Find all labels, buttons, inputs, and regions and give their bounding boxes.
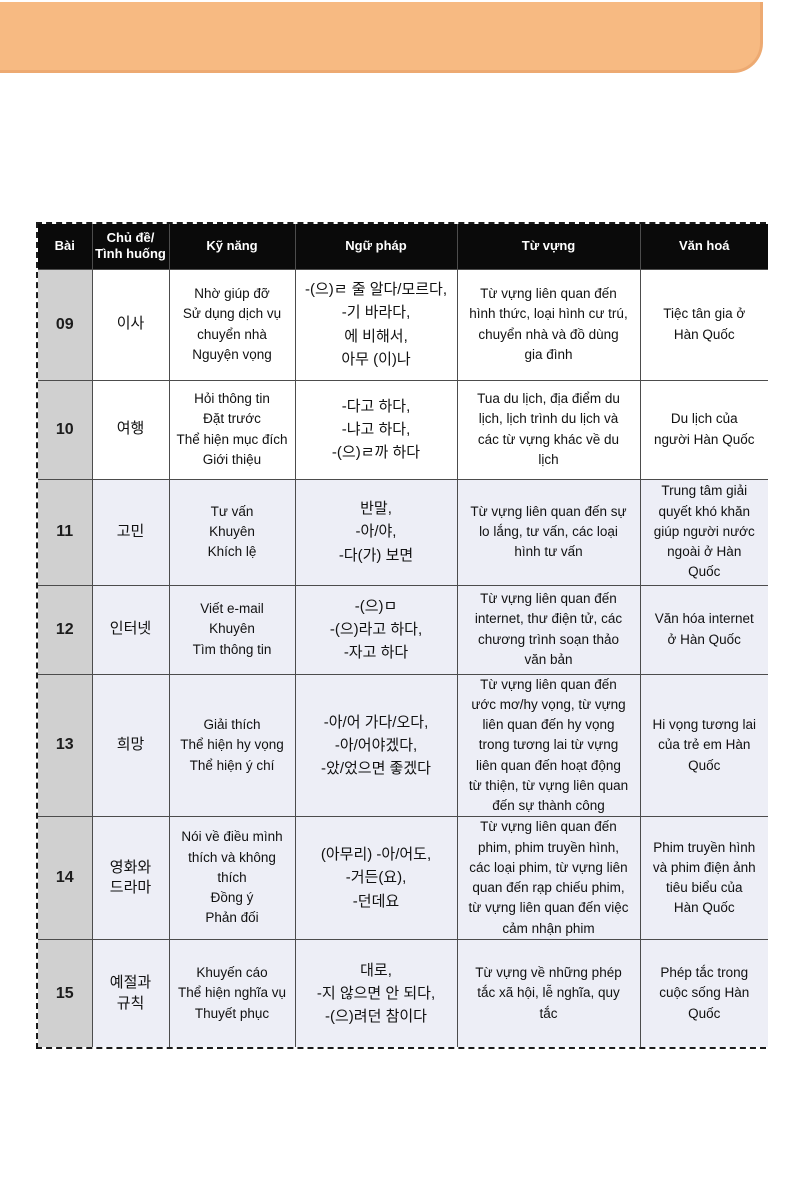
lesson-overview-table-wrap: Bài Chủ đề/ Tình huống Kỹ năng Ngữ pháp … xyxy=(36,222,768,1050)
cell-lesson-number: 09 xyxy=(38,268,93,381)
column-header-bai: Bài xyxy=(38,224,93,270)
cell-lesson-number: 10 xyxy=(38,379,93,480)
table-row-lesson-11: 11 고민 Tư vấn Khuyên Khích lệ 반말, -아/야, -… xyxy=(38,478,768,586)
cell-grammar: 반말, -아/야, -다(가) 보면 xyxy=(294,478,458,586)
cell-skills: Khuyến cáo Thể hiện nghĩa vụ Thuyết phục xyxy=(168,938,296,1048)
cell-topic: 영화와 드라마 xyxy=(91,816,170,940)
cell-topic: 고민 xyxy=(91,478,170,586)
cell-culture: Tiệc tân gia ở Hàn Quốc xyxy=(639,268,768,381)
cell-topic: 이사 xyxy=(91,268,170,381)
cell-vocabulary: Từ vựng liên quan đến internet, thư điện… xyxy=(456,584,641,675)
table-row-lesson-12: 12 인터넷 Viết e-mail Khuyên Tìm thông tin … xyxy=(38,584,768,675)
lesson-overview-table: Bài Chủ đề/ Tình huống Kỹ năng Ngữ pháp … xyxy=(38,224,768,1048)
cell-lesson-number: 12 xyxy=(38,584,93,675)
column-header-van-hoa: Văn hoá xyxy=(639,224,768,270)
cell-culture: Phim truyền hình và phim điện ảnh tiêu b… xyxy=(639,816,768,940)
cell-culture: Hi vọng tương lai của trẻ em Hàn Quốc xyxy=(639,673,768,818)
table-row-lesson-13: 13 희망 Giải thích Thể hiện hy vọng Thể hi… xyxy=(38,673,768,818)
cell-lesson-number: 15 xyxy=(38,938,93,1048)
cell-vocabulary: Từ vựng về những phép tắc xã hội, lễ ngh… xyxy=(456,938,641,1048)
cell-culture: Phép tắc trong cuộc sống Hàn Quốc xyxy=(639,938,768,1048)
cell-skills: Tư vấn Khuyên Khích lệ xyxy=(168,478,296,586)
cell-grammar: -다고 하다, -냐고 하다, -(으)ㄹ까 하다 xyxy=(294,379,458,480)
cell-grammar: -아/어 가다/오다, -아/어야겠다, -았/었으면 좋겠다 xyxy=(294,673,458,818)
column-header-chu-de: Chủ đề/ Tình huống xyxy=(91,224,170,270)
cell-grammar: -(으)ㄹ 줄 알다/모르다, -기 바라다, 에 비해서, 아무 (이)나 xyxy=(294,268,458,381)
cell-culture: Văn hóa internet ở Hàn Quốc xyxy=(639,584,768,675)
cell-vocabulary: Từ vựng liên quan đến sự lo lắng, tư vấn… xyxy=(456,478,641,586)
cell-skills: Hỏi thông tin Đặt trước Thể hiện mục đíc… xyxy=(168,379,296,480)
cell-topic: 예절과 규칙 xyxy=(91,938,170,1048)
cell-lesson-number: 14 xyxy=(38,816,93,940)
cell-culture: Du lịch của người Hàn Quốc xyxy=(639,379,768,480)
cell-vocabulary: Từ vựng liên quan đến ước mơ/hy vọng, từ… xyxy=(456,673,641,818)
cell-vocabulary: Từ vựng liên quan đến phim, phim truyền … xyxy=(456,816,641,940)
cell-skills: Viết e-mail Khuyên Tìm thông tin xyxy=(168,584,296,675)
cell-topic: 희망 xyxy=(91,673,170,818)
cell-skills: Giải thích Thể hiện hy vọng Thể hiện ý c… xyxy=(168,673,296,818)
column-header-ngu-phap: Ngữ pháp xyxy=(294,224,458,270)
table-header-row: Bài Chủ đề/ Tình huống Kỹ năng Ngữ pháp … xyxy=(38,224,768,270)
cell-lesson-number: 11 xyxy=(38,478,93,586)
table-row-lesson-10: 10 여행 Hỏi thông tin Đặt trước Thể hiện m… xyxy=(38,379,768,480)
cell-vocabulary: Tua du lịch, địa điểm du lịch, lịch trìn… xyxy=(456,379,641,480)
column-header-ky-nang: Kỹ năng xyxy=(168,224,296,270)
cell-grammar: (아무리) -아/어도, -거든(요), -던데요 xyxy=(294,816,458,940)
cell-topic: 인터넷 xyxy=(91,584,170,675)
table-row-lesson-14: 14 영화와 드라마 Nói về điều mình thích và khô… xyxy=(38,816,768,940)
cell-grammar: -(으)ㅁ -(으)라고 하다, -자고 하다 xyxy=(294,584,458,675)
cell-culture: Trung tâm giải quyết khó khăn giúp người… xyxy=(639,478,768,586)
cell-lesson-number: 13 xyxy=(38,673,93,818)
cell-grammar: 대로, -지 않으면 안 되다, -(으)려던 참이다 xyxy=(294,938,458,1048)
table-row-lesson-09: 09 이사 Nhờ giúp đỡ Sử dụng dịch vụ chuyển… xyxy=(38,268,768,381)
column-header-tu-vung: Từ vựng xyxy=(456,224,641,270)
top-orange-banner xyxy=(0,2,763,73)
cell-vocabulary: Từ vựng liên quan đến hình thức, loại hì… xyxy=(456,268,641,381)
cell-skills: Nói về điều mình thích và không thích Đồ… xyxy=(168,816,296,940)
cell-skills: Nhờ giúp đỡ Sử dụng dịch vụ chuyển nhà N… xyxy=(168,268,296,381)
table-row-lesson-15: 15 예절과 규칙 Khuyến cáo Thể hiện nghĩa vụ T… xyxy=(38,938,768,1048)
cell-topic: 여행 xyxy=(91,379,170,480)
